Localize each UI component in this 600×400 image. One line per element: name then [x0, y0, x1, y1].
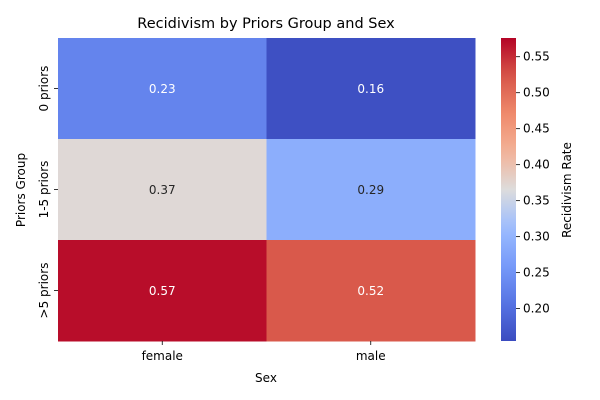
colorbar-tick-label: 0.35: [523, 194, 550, 208]
colorbar-tick-label: 0.40: [523, 158, 550, 172]
cell-value-label: 0.16: [357, 82, 384, 96]
y-tick-label: 0 priors: [37, 66, 51, 112]
cell-value-label: 0.23: [149, 82, 176, 96]
x-axis-label: Sex: [255, 371, 277, 385]
colorbar-tick-label: 0.45: [523, 122, 550, 136]
heatmap-cell: [266, 139, 476, 241]
y-tick-label: 1-5 priors: [37, 161, 51, 219]
heatmap-cell: [58, 38, 267, 140]
colorbar: [501, 38, 516, 341]
chart-title: Recidivism by Priors Group and Sex: [137, 16, 395, 32]
colorbar-label: Recidivism Rate: [560, 142, 574, 238]
cell-value-label: 0.57: [149, 284, 176, 298]
colorbar-ticks: 0.20 0.25 0.30 0.35 0.40 0.45 0.50 0.55: [516, 50, 550, 316]
colorbar-tick-label: 0.50: [523, 86, 550, 100]
heatmap-cell: [266, 240, 476, 342]
y-tick-label: >5 priors: [37, 263, 51, 319]
cell-value-label: 0.29: [357, 183, 384, 197]
heatmap-cells: 0.23 0.16 0.37 0.29 0.57 0.52: [58, 38, 476, 342]
cell-value-label: 0.52: [357, 284, 384, 298]
colorbar-tick-label: 0.25: [523, 266, 550, 280]
colorbar-tick-label: 0.30: [523, 230, 550, 244]
colorbar-tick-label: 0.55: [523, 50, 550, 64]
colorbar-tick-label: 0.20: [523, 302, 550, 316]
y-axis-label: Priors Group: [14, 153, 28, 227]
x-tick-labels: female male: [142, 341, 386, 363]
cell-value-label: 0.37: [149, 183, 176, 197]
heatmap-cell: [58, 139, 267, 241]
x-tick-label: female: [142, 349, 183, 363]
heatmap-cell: [58, 240, 267, 342]
x-tick-label: male: [356, 349, 386, 363]
heatmap-cell: [266, 38, 476, 140]
y-tick-labels: 0 priors 1-5 priors >5 priors: [37, 66, 58, 319]
